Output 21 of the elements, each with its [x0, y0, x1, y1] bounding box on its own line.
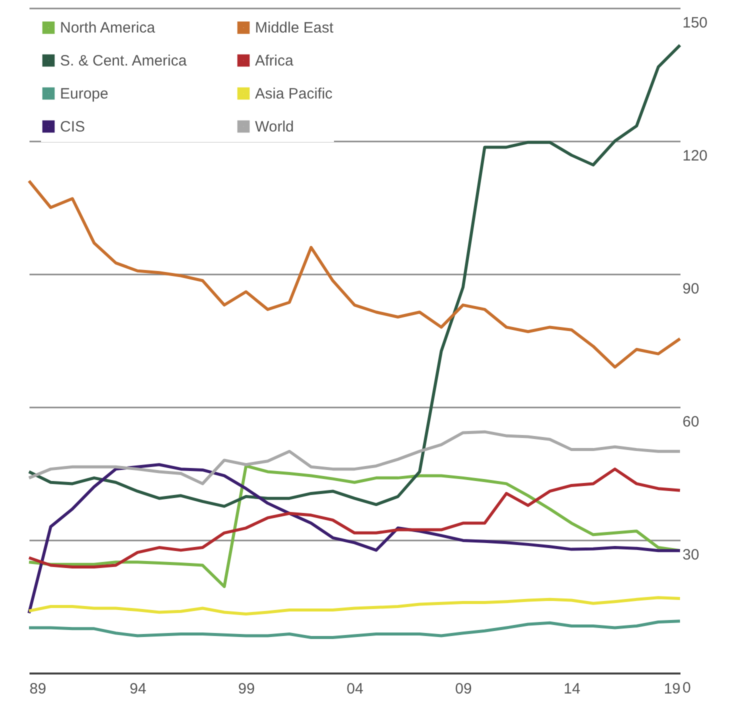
- y-tick-label: 60: [682, 414, 700, 430]
- y-tick-label: 150: [682, 14, 708, 32]
- x-tick-label: 14: [564, 680, 580, 698]
- legend-label: World: [255, 118, 294, 136]
- legend-label: Asia Pacific: [255, 86, 334, 102]
- legend-label: Europe: [60, 86, 108, 102]
- y-tick-label: 0: [682, 680, 691, 696]
- legend-label: North America: [60, 20, 156, 37]
- y-tick-label: 30: [682, 546, 700, 564]
- x-tick-label: 19: [664, 680, 680, 698]
- y-tick-label: 90: [682, 280, 700, 298]
- y-tick-label: 120: [682, 148, 708, 164]
- x-tick-label: 99: [238, 680, 255, 698]
- x-tick-label: 94: [130, 680, 146, 698]
- legend-label: Middle East: [255, 20, 334, 37]
- x-tick-label: 09: [455, 680, 472, 698]
- legend-label: S. & Cent. America: [60, 52, 188, 70]
- x-tick-label: 89: [30, 680, 46, 698]
- legend-label: Africa: [255, 52, 294, 70]
- legend-label: CIS: [60, 118, 86, 136]
- x-tick-label: 04: [346, 680, 364, 698]
